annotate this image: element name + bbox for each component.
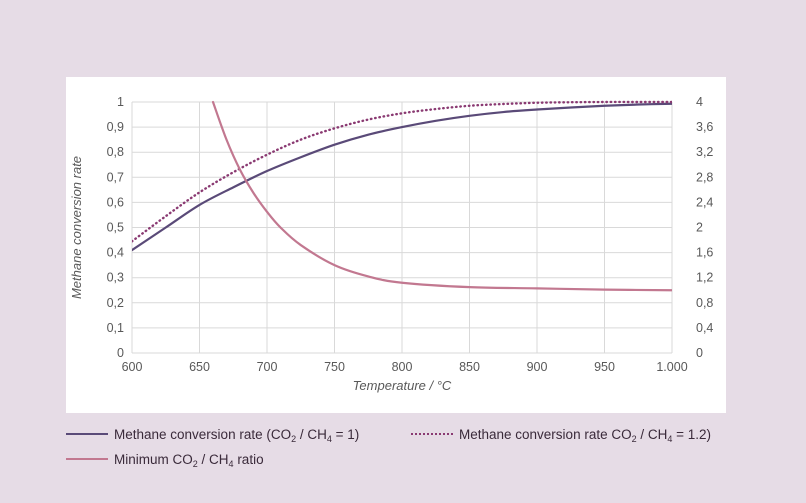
gridlines	[131, 101, 673, 354]
x-axis-title: Temperature / °C	[353, 378, 452, 393]
legend-label: Methane conversion rate CO2 / CH4 = 1.2)	[459, 426, 712, 444]
y2-tick-label: 2,8	[696, 170, 713, 184]
y-tick-label: 0,7	[107, 170, 124, 184]
x-tick-label: 750	[324, 360, 345, 374]
legend-item: Methane conversion rate CO2 / CH4 = 1.2)	[411, 425, 711, 443]
y2-tick-label: 0	[696, 346, 703, 360]
legend-swatch	[66, 458, 108, 460]
y2-tick-label: 0,4	[696, 321, 713, 335]
x-tick-label: 700	[257, 360, 278, 374]
legend-label: Minimum CO2 / CH4 ratio	[114, 451, 264, 469]
series-line-conversion-ratio-1	[132, 102, 672, 252]
y-tick-label: 1	[117, 95, 124, 109]
series-line-minimum-ratio	[211, 100, 672, 292]
x-tick-label: 600	[122, 360, 143, 374]
y-tick-label: 0,3	[107, 271, 124, 285]
y-tick-label: 0,2	[107, 296, 124, 310]
y2-tick-label: 0,8	[696, 296, 713, 310]
x-tick-label: 1.000	[656, 360, 687, 374]
legend-swatch	[66, 433, 108, 435]
y-tick-label: 0,6	[107, 195, 124, 209]
y2-tick-label: 4	[696, 95, 703, 109]
y-tick-label: 0	[117, 346, 124, 360]
x-tick-label: 900	[527, 360, 548, 374]
legend-item: Methane conversion rate (CO2 / CH4 = 1)	[66, 425, 359, 443]
x-tick-label: 800	[392, 360, 413, 374]
y2-tick-label: 2,4	[696, 195, 713, 209]
y-tick-label: 0,9	[107, 120, 124, 134]
plot-panel: 600 650 700 750 800 850 900 950 1.000 0 0,1 0,2 0,3 0…	[66, 77, 726, 413]
series-line-conversion-ratio-1-2	[132, 100, 672, 243]
line-chart: 600 650 700 750 800 850 900 950 1.000 0 0,1 0,2 0,3 0…	[69, 95, 726, 393]
y2-tick-label: 2	[696, 221, 703, 235]
legend-item: Minimum CO2 / CH4 ratio	[66, 450, 264, 468]
y2-tick-label: 3,6	[696, 120, 713, 134]
legend-label: Methane conversion rate (CO2 / CH4 = 1)	[114, 426, 360, 444]
y-axis-title: Methane conversion rate	[69, 156, 84, 299]
y-tick-label: 0,8	[107, 145, 124, 159]
y2-tick-label: 3,2	[696, 145, 713, 159]
x-tick-label: 650	[189, 360, 210, 374]
y-tick-label: 0,5	[107, 221, 124, 235]
y-tick-label: 0,1	[107, 321, 124, 335]
y-tick-label: 0,4	[107, 246, 124, 260]
x-tick-label: 950	[594, 360, 615, 374]
x-tick-label: 850	[459, 360, 480, 374]
y2-tick-label: 1,2	[696, 271, 713, 285]
y2-axis-title: CO2 / CH4-ratio	[725, 183, 726, 272]
legend-swatch	[411, 433, 453, 435]
legend: Methane conversion rate (CO2 / CH4 = 1) M…	[66, 425, 766, 475]
y2-tick-label: 1,6	[696, 246, 713, 260]
